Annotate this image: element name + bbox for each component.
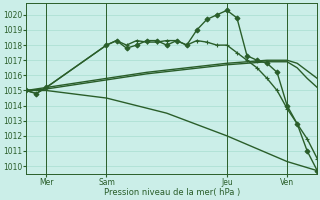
X-axis label: Pression niveau de la mer( hPa ): Pression niveau de la mer( hPa ) bbox=[104, 188, 240, 197]
